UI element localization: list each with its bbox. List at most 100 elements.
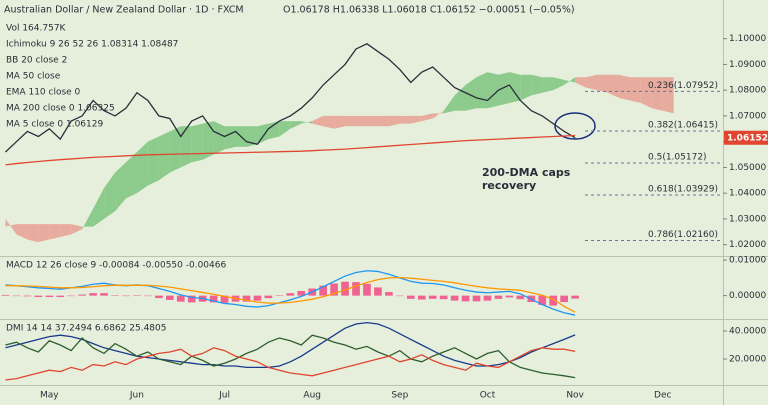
histogram-bar [275,295,284,296]
histogram-bar [23,295,32,297]
histogram-bar [505,295,514,298]
ichimoku-cloud [38,224,50,243]
ichimoku-cloud [443,95,455,114]
histogram-bar [144,295,152,297]
ichimoku-cloud [71,224,83,235]
histogram-bar [538,295,547,305]
histogram-bar [209,295,218,303]
y-tick-label: 1.08000 [729,86,766,96]
x-tick-label: Dec [654,391,671,401]
ichimoku-cloud [158,131,170,181]
ichimoku-cloud [651,77,663,111]
ichimoku-cloud [377,115,389,127]
y-tick-label: 1.04000 [729,189,766,199]
y-tick-label: 40.0000 [729,327,766,337]
histogram-bar [100,293,108,296]
ichimoku-cloud [191,123,203,163]
histogram-bar [571,295,579,299]
ichimoku-cloud [60,224,72,237]
ichimoku-cloud [553,77,565,91]
indicator-legend: BB 20 close 2 [6,56,67,66]
histogram-bar [133,295,141,296]
annotation: recovery [482,179,536,192]
histogram-bar [330,283,338,296]
histogram-bar [89,293,97,296]
y-tick-label: 1.10000 [729,34,766,44]
ichimoku-cloud [476,72,488,109]
ichimoku-cloud [531,74,543,96]
histogram-bar [67,295,76,297]
ichimoku-cloud [509,72,521,104]
histogram-bar [165,295,174,300]
histogram-bar [560,295,568,303]
x-tick-label: Jun [129,391,144,401]
ichimoku-cloud [597,74,608,93]
fib-label: 0.786(1.02160) [648,230,718,240]
histogram-bar [319,285,327,296]
series-line [5,43,576,153]
fib-label: 0.382(1.06415) [648,120,718,130]
histogram-bar [549,295,558,306]
ichimoku-cloud [607,74,619,98]
ichimoku-cloud [115,162,126,212]
y-tick-label: 0.01000 [729,256,766,266]
histogram-bar [297,291,306,296]
series-line [5,134,576,166]
ichimoku-cloud [290,121,302,129]
histogram-bar [374,287,382,296]
ichimoku-cloud [125,151,137,199]
ichimoku-cloud [575,77,587,88]
ichimoku-cloud [301,121,313,124]
ichimoku-cloud [16,224,28,240]
y-tick-label: 1.07000 [729,111,766,121]
histogram-bar [363,283,371,296]
histogram-bar [56,295,65,298]
histogram-bar [122,295,130,297]
histogram-bar [494,295,503,299]
x-tick-label: Jul [218,391,230,401]
ichimoku-cloud [618,74,630,101]
x-tick-label: May [40,391,59,401]
ohlc-readout: O1.06178 H1.06338 L1.06018 C1.06152 −0.0… [283,5,575,16]
ichimoku-cloud [421,113,433,122]
histogram-bar [242,295,251,302]
highlight-ellipse [554,112,596,140]
ichimoku-cloud [356,115,367,127]
y-tick-label: 1.09000 [729,60,766,70]
ichimoku-cloud [104,172,116,219]
ichimoku-cloud [399,115,411,124]
histogram-bar [111,295,119,296]
ichimoku-cloud [334,115,346,129]
histogram-bar [1,294,10,296]
ichimoku-cloud [564,77,576,86]
ichimoku-cloud [465,77,477,111]
ichimoku-cloud [586,74,598,91]
ichimoku-cloud [498,72,510,106]
ichimoku-cloud [202,121,214,160]
ichimoku-cloud [279,121,291,137]
series-line [5,270,576,316]
x-tick-label: Sep [391,391,408,401]
last-price-tag [724,130,768,145]
ichimoku-cloud [410,115,422,124]
histogram-bar [264,295,273,299]
ichimoku-cloud [147,136,159,186]
indicator-legend: MA 50 close [6,72,61,82]
histogram-bar [187,295,196,303]
indicator-legend: MA 200 close 0 1.06325 [6,104,115,114]
histogram-bar [286,293,295,296]
indicator-legend: DMI 14 14 37.2494 6.6862 25.4805 [6,324,166,334]
histogram-bar [461,295,470,302]
y-tick-label: 1.02000 [729,240,766,250]
ichimoku-cloud [180,126,192,168]
ichimoku-cloud [257,123,269,145]
histogram-bar [439,295,448,300]
ichimoku-cloud [49,224,61,240]
histogram-bar [176,295,185,302]
indicator-legend: Vol 164.757K [6,24,67,34]
histogram-bar [12,295,21,297]
ichimoku-cloud [542,77,554,93]
ichimoku-cloud [268,121,280,140]
